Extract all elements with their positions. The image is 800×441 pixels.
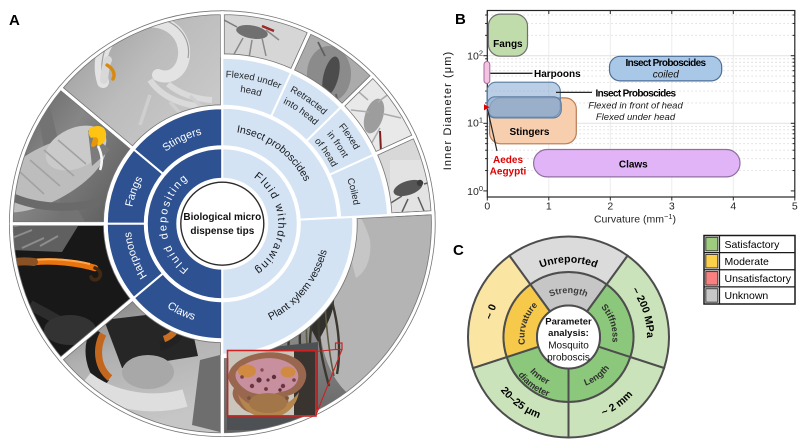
svg-text:5: 5: [792, 201, 798, 213]
svg-text:Insect Proboscides: Insect Proboscides: [626, 58, 707, 69]
svg-text:coiled: coiled: [653, 70, 680, 81]
svg-text:Curvature (mm−1): Curvature (mm−1): [594, 212, 676, 226]
svg-text:Inner Diameter (μm): Inner Diameter (μm): [442, 51, 454, 171]
svg-text:3: 3: [669, 201, 675, 213]
svg-text:Strength: Strength: [548, 285, 590, 299]
svg-text:Unsatisfactory: Unsatisfactory: [725, 273, 792, 285]
svg-text:Satisfactory: Satisfactory: [725, 239, 781, 251]
svg-text:head: head: [240, 84, 263, 99]
svg-text:Mosquito: Mosquito: [548, 341, 589, 352]
svg-text:Biological micro: Biological micro: [183, 212, 261, 223]
svg-text:4: 4: [730, 201, 736, 213]
svg-text:Insect Proboscides: Insect Proboscides: [596, 89, 677, 100]
svg-text:C: C: [453, 242, 464, 259]
svg-text:Claws: Claws: [619, 159, 648, 170]
svg-text:Aegypti: Aegypti: [490, 166, 527, 177]
svg-text:Fangs: Fangs: [493, 39, 523, 50]
svg-text:dispense tips: dispense tips: [190, 226, 254, 237]
svg-text:Moderate: Moderate: [725, 256, 770, 268]
svg-text:analysis:: analysis:: [548, 328, 589, 339]
svg-text:Harpoons: Harpoons: [534, 69, 581, 80]
svg-text:A: A: [9, 12, 20, 29]
svg-text:B: B: [455, 11, 466, 28]
svg-text:Parameter: Parameter: [545, 317, 592, 328]
svg-text:~ 0: ~ 0: [483, 302, 499, 320]
svg-text:2: 2: [607, 201, 613, 213]
svg-text:Stingers: Stingers: [509, 127, 549, 138]
svg-text:Flexed under head: Flexed under head: [596, 112, 676, 123]
svg-text:Unknown: Unknown: [725, 290, 769, 302]
svg-text:0: 0: [484, 201, 490, 213]
svg-text:proboscis: proboscis: [547, 353, 590, 364]
svg-text:Flexed in front of head: Flexed in front of head: [588, 101, 683, 112]
svg-text:Aedes: Aedes: [493, 155, 523, 166]
svg-text:1: 1: [546, 201, 552, 213]
